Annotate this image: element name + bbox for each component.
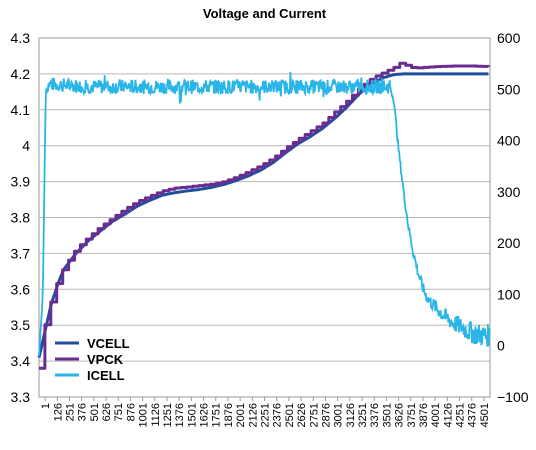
x-tick-label: 876 [125,403,137,421]
y-right-tick-label: 100 [497,286,521,302]
x-tick-label: 3626 [394,403,406,427]
y-right-tick-label: 400 [497,133,521,149]
y-left-tick-label: 3.6 [11,281,31,297]
y-left-tick-label: 4.3 [11,30,31,46]
y-left-tick-label: 3.9 [11,174,31,190]
legend-label: VPCK [87,352,124,367]
x-tick-label: 3876 [418,403,430,427]
x-tick-label: 2626 [296,403,308,427]
x-tick-label: 2501 [284,403,296,427]
y-right-tick-label: 500 [497,81,521,97]
x-tick-label: 1876 [223,403,235,427]
x-tick-label: 1376 [174,403,186,427]
series-group [37,61,491,370]
x-tick-label: 2251 [260,403,272,427]
x-tick-label: 1501 [186,403,198,427]
legend-label: VCELL [87,336,130,351]
axes: 3.3 3.4 3.5 3.6 3.7 3.8 3.9 4 4.1 4.2 4.3 −100 0 100 2… [11,30,529,427]
gridlines [39,73,490,362]
series-vpck-line [39,61,490,370]
x-tick-label: 2001 [235,403,247,427]
series-vcell-line [37,72,489,358]
x-tick-label: 2126 [247,403,259,427]
x-tick-label: 4001 [430,403,442,427]
y-right-tick-label: 300 [497,184,521,200]
y-left-tick-label: 4.2 [11,66,31,82]
y-left-tick-label: 3.4 [11,353,31,369]
x-tick-label: 1251 [162,403,174,427]
x-tick-label: 1126 [150,403,162,427]
x-tick-label: 2876 [320,403,332,427]
y-right-tick-label: 200 [497,235,521,251]
y-left-tick-label: 4.1 [11,102,31,118]
x-tick-label: 3501 [381,403,393,427]
x-tick-label: 3251 [357,403,369,427]
x-tick-label: 2751 [308,403,320,427]
y-left-tick-label: 3.5 [11,317,31,333]
x-tick-label: 3126 [345,403,357,427]
x-tick-label: 4126 [442,403,454,427]
x-tick-label: 3376 [369,403,381,427]
chart-title: Voltage and Current [203,6,327,21]
y-left-tick-label: 3.8 [11,210,31,226]
y-left-tick-label: 3.7 [11,245,31,261]
x-tick-label: 2376 [272,403,284,427]
x-tick-label: 126 [52,403,64,421]
y-left-tick-label: 4 [22,138,30,154]
x-tick-label: 626 [101,403,113,421]
legend-label: ICELL [87,368,125,383]
x-tick-label: 4251 [455,403,467,427]
x-tick-label: 751 [113,403,125,421]
x-tick-label: 376 [77,403,89,421]
series-icell-line [38,71,491,357]
y-left-tick-label: 3.3 [11,389,31,405]
y-right-tick-label: 600 [497,30,521,46]
x-tick-label: 251 [64,403,76,421]
x-tick-label: 4376 [467,403,479,427]
x-tick-label: 1751 [211,403,223,427]
y-right-tick-label: 0 [497,338,505,354]
x-tick-label: 1626 [199,403,211,427]
x-tick-label: 3001 [333,403,345,427]
x-tick-label: 3751 [406,403,418,427]
x-tick-label: 1 [40,403,52,409]
y-right-tick-label: −100 [497,389,529,405]
x-tick-label: 4501 [479,403,491,427]
x-tick-label: 1001 [138,403,150,427]
x-tick-label: 501 [89,403,101,421]
